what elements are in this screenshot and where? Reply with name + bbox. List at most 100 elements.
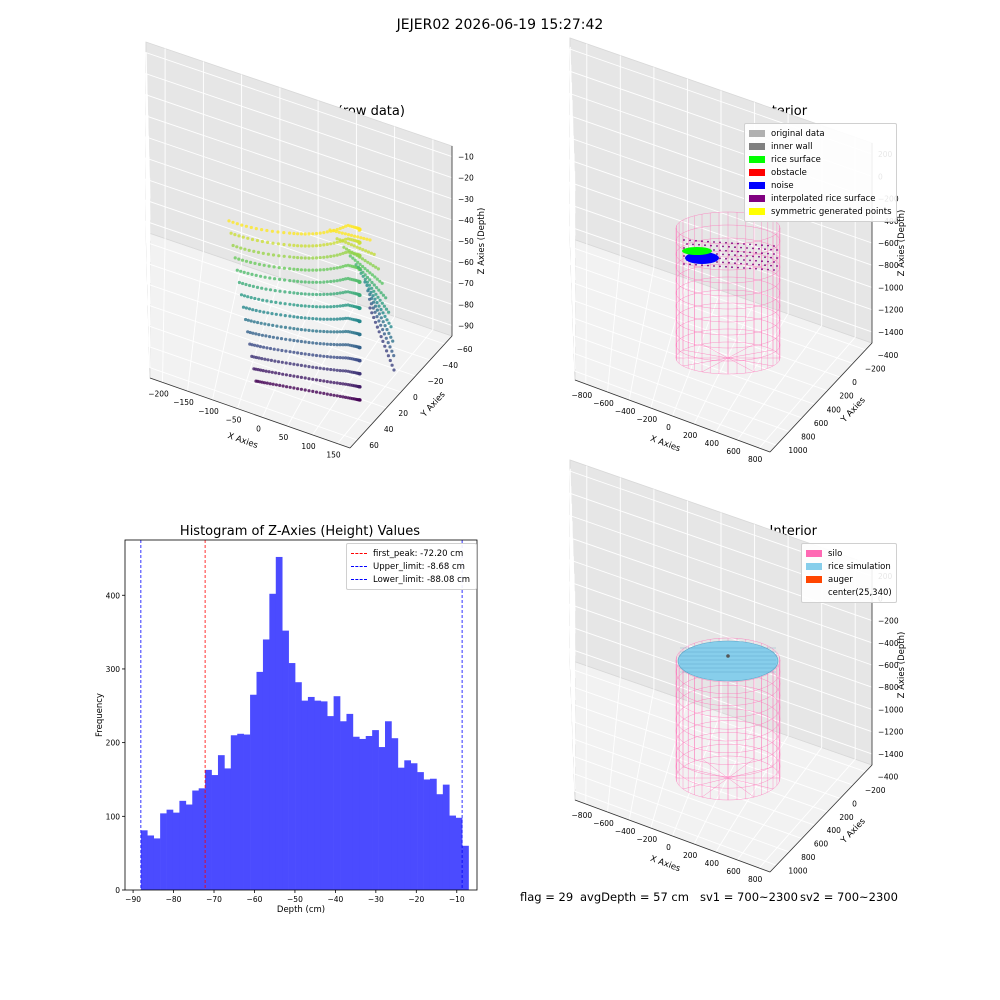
p1-point xyxy=(292,267,296,271)
p2-interp-point xyxy=(773,269,775,271)
p1-point xyxy=(329,342,333,346)
p1-point xyxy=(265,346,269,350)
p1-point xyxy=(271,253,276,257)
p1-point xyxy=(363,259,367,263)
p1-point xyxy=(269,358,273,362)
p1-point xyxy=(372,315,376,320)
p1-point xyxy=(303,316,307,320)
p1-point xyxy=(254,355,258,360)
p2-interp-point xyxy=(719,265,721,268)
p1-point xyxy=(292,362,296,366)
p1-point xyxy=(338,238,342,242)
p1-point xyxy=(344,369,348,373)
p1-point xyxy=(373,304,378,308)
p1-point xyxy=(235,222,239,226)
p1-point xyxy=(270,312,274,316)
p1-point xyxy=(276,230,280,234)
p4-x-gridline xyxy=(628,489,655,821)
histogram-bar xyxy=(385,721,392,890)
p1-point xyxy=(322,367,326,371)
p1-y-axis-line xyxy=(349,335,453,449)
histogram-bar xyxy=(397,767,405,890)
p1-point xyxy=(281,372,285,376)
p2-interp-point xyxy=(698,243,700,246)
p4-x-gridline xyxy=(672,512,722,837)
p1-point xyxy=(338,356,342,360)
p2-interp-point xyxy=(755,259,757,262)
p2-z-tick-label: −1400 xyxy=(878,328,904,337)
p2-x-axis-line xyxy=(574,379,771,453)
p1-point xyxy=(303,352,307,356)
p4-x-tick-label: −200 xyxy=(637,835,658,844)
p1-point xyxy=(338,278,342,282)
p1-point xyxy=(341,291,345,295)
histogram-y-tick-label: 300 xyxy=(106,665,121,674)
p2-y-tick-label: −200 xyxy=(865,364,886,373)
p1-y-tick-label: −20 xyxy=(428,377,444,386)
p1-point xyxy=(262,310,266,314)
p1-point xyxy=(311,329,315,333)
p2-interp-point xyxy=(749,251,751,254)
p2-interp-point xyxy=(695,239,697,242)
p1-point xyxy=(344,329,348,334)
p1-point xyxy=(257,333,261,337)
p2-interp-point xyxy=(701,264,703,267)
p2-interp-point xyxy=(776,249,778,251)
p1-point xyxy=(341,317,345,321)
p2-interp-point xyxy=(773,245,775,247)
p1-z-gridline xyxy=(145,136,453,284)
p2-interp-point xyxy=(683,255,685,257)
p4-x-gridline xyxy=(650,500,688,829)
p2-silo-ring xyxy=(675,224,781,258)
p1-z-tick-label: −30 xyxy=(458,195,474,204)
p2-interp-point xyxy=(710,244,712,247)
p1-point xyxy=(387,321,391,325)
p1-point xyxy=(239,246,243,250)
p1-point xyxy=(283,290,287,294)
p1-y-tick-label: 20 xyxy=(398,409,408,418)
p1-point xyxy=(299,268,303,272)
p1-point xyxy=(303,244,307,248)
p1-point xyxy=(246,318,250,322)
p1-point xyxy=(253,261,257,265)
p1-point xyxy=(314,353,319,358)
p1-point xyxy=(318,256,322,260)
p1-point xyxy=(272,347,276,351)
p1-point xyxy=(381,320,385,324)
p1-point xyxy=(266,311,270,315)
p1-point xyxy=(372,283,376,287)
p2-y-tick-label: 1000 xyxy=(788,446,807,455)
p2-interp-point xyxy=(740,246,742,249)
legend-line-swatch xyxy=(351,553,367,554)
p4-z-gridline xyxy=(569,603,873,745)
p1-point xyxy=(372,300,376,304)
p1-point xyxy=(322,255,326,259)
legend-label: Lower_limit: -88.08 cm xyxy=(373,574,471,585)
p1-point xyxy=(307,365,311,369)
histogram-bar xyxy=(185,804,193,890)
p1-point xyxy=(325,380,329,384)
histogram-bar xyxy=(442,784,450,890)
p1-point xyxy=(332,304,336,309)
p1-point xyxy=(343,232,347,236)
p1-point xyxy=(378,279,382,283)
p1-point xyxy=(271,335,275,339)
p2-z-tick-label: −1000 xyxy=(878,283,904,292)
p1-point xyxy=(329,367,333,372)
p1-point xyxy=(311,232,315,236)
sv2-text: sv2 = 700~2300 xyxy=(800,890,898,904)
p1-point xyxy=(318,391,322,395)
p2-interp-point xyxy=(722,245,724,248)
p1-point xyxy=(288,362,292,366)
p1-point xyxy=(329,292,333,296)
legend-label: inner wall xyxy=(771,141,813,152)
p1-point xyxy=(385,349,389,353)
histogram-bar xyxy=(166,809,174,890)
histogram-y-tick-label: 100 xyxy=(106,812,121,821)
p1-point xyxy=(344,356,348,360)
p1-point xyxy=(366,250,371,254)
p1-point xyxy=(361,248,365,252)
p1-point xyxy=(380,281,384,285)
p4-silo-ring xyxy=(675,637,781,683)
p4-x-tick-label: 200 xyxy=(683,851,698,860)
